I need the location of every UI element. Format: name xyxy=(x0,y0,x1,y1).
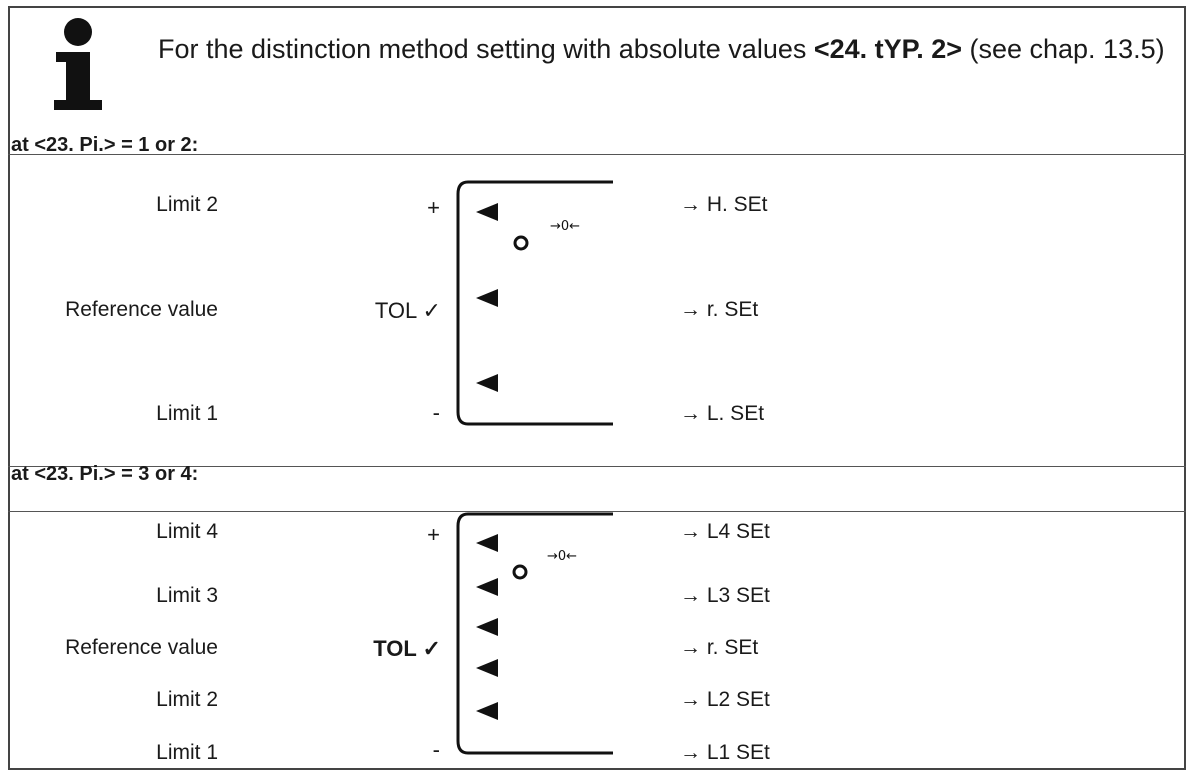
indicator-arrow xyxy=(476,289,498,307)
section-divider xyxy=(8,466,1186,467)
note-text: For the distinction method setting with … xyxy=(158,34,814,64)
section1-output-h-set: → H. SEt xyxy=(680,193,768,216)
section1-tol-sign: TOL ✓ xyxy=(374,298,441,323)
section1-minus-sign: - xyxy=(432,400,440,425)
display-bracket xyxy=(456,512,613,755)
section2-output-l3-set: → L3 SEt xyxy=(680,584,770,607)
zero-symbol: →0← xyxy=(550,219,580,234)
section2-minus-sign: - xyxy=(432,737,440,762)
zero-symbol: →0← xyxy=(547,549,577,564)
section2-plus-sign: + xyxy=(427,522,440,547)
indicator-arrow xyxy=(476,578,498,596)
section2-output-r-set: → r. SEt xyxy=(680,636,759,659)
section2-label-reference: Reference value xyxy=(65,636,218,659)
section2-output-l4-set: → L4 SEt xyxy=(680,520,770,543)
section2-label-limit-3: Limit 3 xyxy=(156,584,218,607)
section2-output-l2-set: → L2 SEt xyxy=(680,688,770,711)
indicator-arrow xyxy=(476,618,498,636)
section-divider xyxy=(8,154,1186,155)
note-text-end: (see chap. 13.5) xyxy=(961,34,1165,64)
section1-output-l-set: → L. SEt xyxy=(680,402,765,425)
section1-plus-sign: + xyxy=(427,195,440,220)
display-bracket xyxy=(456,180,613,426)
stability-circle-icon xyxy=(513,235,529,251)
section2-tol-sign: TOL ✓ xyxy=(373,636,441,661)
section1-label-limit-2: Limit 2 xyxy=(156,193,218,216)
document-frame xyxy=(8,6,1186,770)
section1-display-diagram: →0← xyxy=(456,180,613,426)
indicator-arrow xyxy=(476,203,498,221)
section2-output-l1-set: → L1 SEt xyxy=(680,741,770,764)
info-i-icon xyxy=(54,18,102,110)
section-divider xyxy=(8,511,1186,512)
note-bold-setting: <24. tYP. 2> xyxy=(813,34,962,64)
section1-output-r-set: → r. SEt xyxy=(680,298,759,321)
section2-label-limit-1: Limit 1 xyxy=(156,741,218,764)
indicator-arrow xyxy=(476,659,498,677)
indicator-arrow xyxy=(476,534,498,552)
indicator-arrow xyxy=(476,702,498,720)
section1-label-limit-1: Limit 1 xyxy=(156,402,218,425)
indicator-arrow xyxy=(476,374,498,392)
section1-label-reference: Reference value xyxy=(65,298,218,321)
section2-heading: at <23. Pi.> = 3 or 4: xyxy=(11,463,199,485)
section2-label-limit-2: Limit 2 xyxy=(156,688,218,711)
section1-heading: at <23. Pi.> = 1 or 2: xyxy=(11,134,199,156)
stability-circle-icon xyxy=(512,564,528,580)
info-note: For the distinction method setting with … xyxy=(158,30,1178,68)
section2-label-limit-4: Limit 4 xyxy=(156,520,218,543)
section2-display-diagram: →0← xyxy=(456,512,613,755)
